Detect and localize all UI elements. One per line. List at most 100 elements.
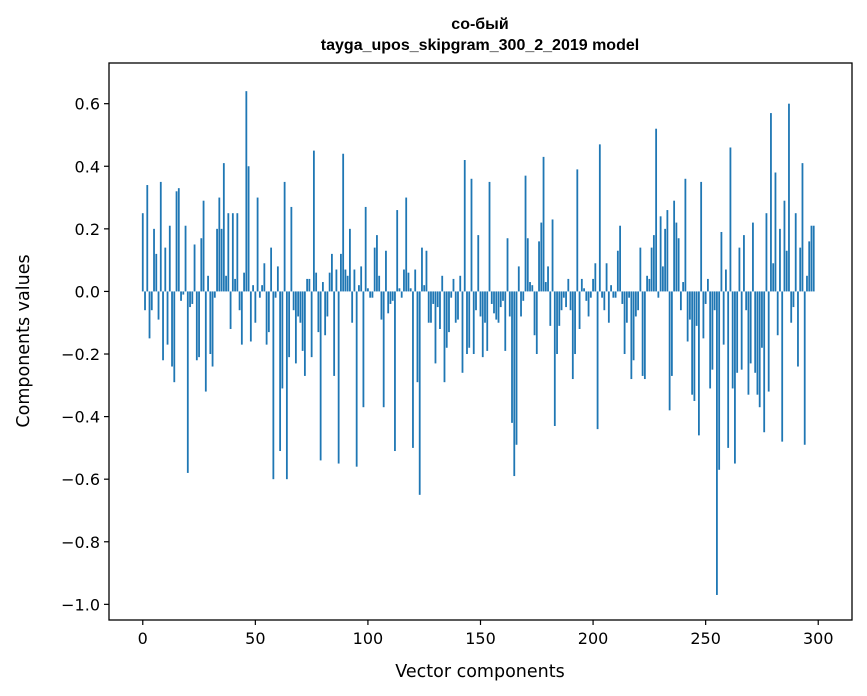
bar bbox=[670, 291, 673, 376]
bar bbox=[664, 228, 667, 292]
bar bbox=[619, 225, 621, 292]
bar bbox=[398, 288, 401, 292]
bar bbox=[707, 278, 709, 292]
bar bbox=[326, 291, 329, 317]
bar bbox=[164, 247, 167, 292]
bar bbox=[594, 263, 597, 292]
bar bbox=[157, 291, 160, 320]
bar bbox=[225, 275, 227, 292]
bar bbox=[468, 291, 471, 348]
bar bbox=[441, 275, 444, 292]
bar bbox=[513, 291, 516, 477]
bar bbox=[484, 291, 486, 323]
bar bbox=[495, 291, 498, 320]
bar bbox=[765, 213, 768, 292]
bar bbox=[743, 235, 745, 292]
y-axis-label: Components values bbox=[14, 254, 34, 427]
x-tick-label: 50 bbox=[245, 629, 265, 648]
bar bbox=[303, 291, 306, 376]
bar bbox=[511, 291, 513, 423]
bar bbox=[749, 291, 752, 364]
bar bbox=[614, 291, 617, 298]
bar bbox=[781, 291, 784, 442]
bar bbox=[535, 291, 538, 355]
bar bbox=[551, 219, 554, 292]
bar bbox=[673, 200, 676, 292]
y-tick-label: −0.4 bbox=[61, 408, 100, 427]
bar bbox=[211, 291, 214, 367]
bar bbox=[416, 291, 419, 383]
x-tick-label: 0 bbox=[138, 629, 148, 648]
bar bbox=[533, 291, 536, 336]
bar bbox=[540, 222, 543, 292]
bar bbox=[720, 231, 723, 292]
bar bbox=[493, 291, 495, 314]
bar bbox=[247, 166, 250, 292]
bar bbox=[477, 235, 480, 292]
bar bbox=[308, 278, 311, 292]
bar bbox=[547, 266, 549, 292]
bar bbox=[229, 291, 232, 329]
bar bbox=[643, 291, 646, 380]
bar bbox=[389, 291, 392, 304]
bar bbox=[713, 291, 716, 311]
bar bbox=[333, 291, 336, 376]
bar bbox=[529, 282, 531, 292]
bar bbox=[290, 206, 293, 292]
bar bbox=[607, 291, 610, 323]
bar bbox=[799, 247, 802, 292]
bar bbox=[770, 113, 772, 292]
bar bbox=[189, 291, 191, 308]
bar bbox=[362, 291, 365, 408]
bar bbox=[574, 291, 576, 355]
bar bbox=[256, 197, 259, 292]
bar bbox=[632, 291, 635, 361]
bar bbox=[312, 150, 315, 292]
bar bbox=[434, 291, 437, 364]
bar bbox=[517, 266, 520, 292]
bars-group bbox=[141, 91, 815, 595]
bar bbox=[785, 250, 788, 292]
bar bbox=[342, 153, 345, 292]
bar bbox=[173, 291, 176, 383]
y-axis-ticks: −1.0 −0.8 −0.6 −0.4 −0.2 0.0 0.2 0.4 0.6 bbox=[61, 95, 109, 614]
bar bbox=[801, 163, 804, 292]
bar bbox=[186, 291, 189, 473]
bar bbox=[439, 291, 441, 329]
bar bbox=[542, 156, 545, 292]
bar bbox=[288, 291, 291, 358]
bar bbox=[344, 269, 347, 292]
x-axis-label: Vector components bbox=[395, 662, 564, 682]
bar bbox=[661, 266, 664, 292]
x-tick-label: 150 bbox=[465, 629, 496, 648]
bar bbox=[166, 291, 169, 345]
bar bbox=[531, 285, 534, 292]
bar bbox=[679, 291, 682, 311]
bar bbox=[220, 228, 223, 292]
bar bbox=[153, 228, 155, 292]
bar bbox=[238, 291, 241, 311]
bar bbox=[202, 200, 205, 292]
bar bbox=[556, 291, 558, 355]
bar bbox=[691, 291, 694, 395]
bar bbox=[213, 291, 216, 298]
bar bbox=[231, 213, 234, 292]
bar bbox=[396, 210, 399, 292]
bar bbox=[148, 291, 151, 339]
bar bbox=[783, 200, 786, 292]
bar bbox=[698, 291, 700, 436]
bar bbox=[159, 181, 162, 292]
bar bbox=[171, 291, 173, 367]
bar bbox=[261, 285, 263, 292]
bar bbox=[598, 144, 601, 292]
bar bbox=[693, 291, 696, 401]
bar bbox=[630, 291, 633, 380]
bar bbox=[558, 291, 561, 326]
bar bbox=[747, 291, 750, 395]
bar bbox=[479, 291, 482, 317]
bar bbox=[612, 291, 615, 298]
bar bbox=[677, 238, 680, 292]
bar bbox=[463, 160, 466, 292]
bar bbox=[571, 291, 574, 380]
